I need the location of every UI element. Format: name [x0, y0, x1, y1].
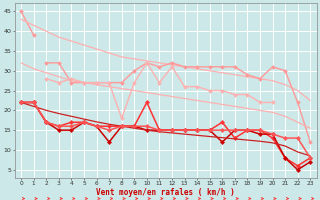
X-axis label: Vent moyen/en rafales ( km/h ): Vent moyen/en rafales ( km/h ): [96, 188, 235, 197]
